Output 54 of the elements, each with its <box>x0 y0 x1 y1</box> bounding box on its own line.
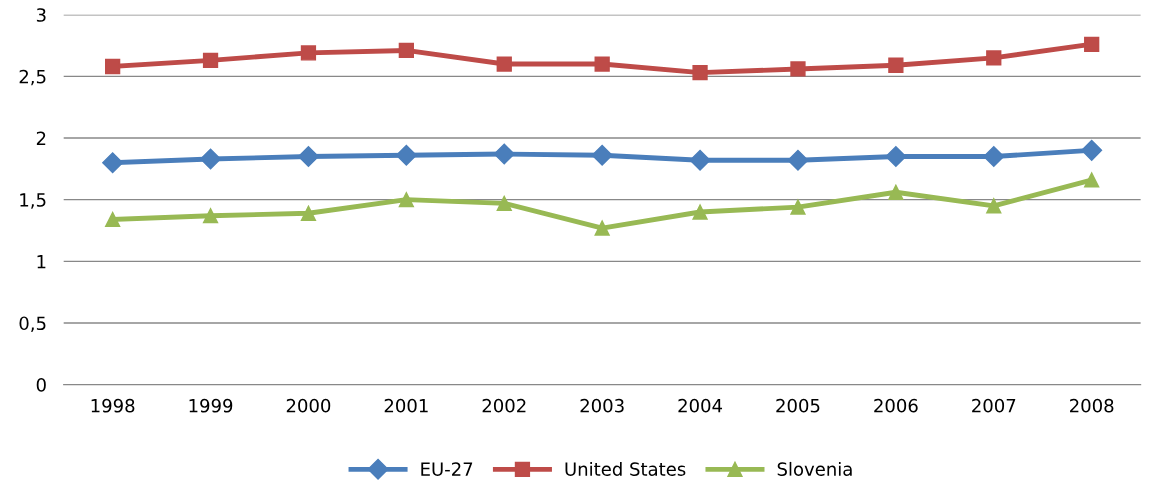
x-tick-label: 2005 <box>776 398 820 413</box>
point <box>398 192 414 208</box>
point <box>983 145 1005 168</box>
x-tick-label: 2008 <box>1070 398 1114 413</box>
y-tick-label: 2 <box>36 131 46 145</box>
x-tick-label: 2003 <box>580 398 624 413</box>
point <box>692 65 708 81</box>
point <box>888 57 904 73</box>
point <box>787 149 809 171</box>
y-tick-label: 1 <box>37 255 46 269</box>
point <box>790 61 806 77</box>
y-tick-label: 1,5 <box>20 193 46 209</box>
point <box>202 52 219 68</box>
y-tick-label: 2,5 <box>19 69 46 86</box>
point <box>1081 139 1103 161</box>
point <box>102 152 124 174</box>
point <box>297 145 319 168</box>
point <box>790 199 806 215</box>
legend-label: United States <box>565 461 686 476</box>
y-tick-label: 0,5 <box>19 316 46 332</box>
x-tick-label: 2002 <box>482 398 526 413</box>
x-tick-label: 2007 <box>972 398 1016 413</box>
x-tick-label: 1999 <box>189 398 233 413</box>
y-tick-label: 3 <box>36 8 46 22</box>
point <box>493 143 515 165</box>
point <box>1084 36 1100 52</box>
point <box>496 195 512 212</box>
point <box>105 211 121 228</box>
x-tick-label: 2006 <box>874 398 918 413</box>
point <box>200 148 222 170</box>
point <box>888 184 904 200</box>
legend-label: Slovenia <box>777 461 852 476</box>
y-tick-label: 0 <box>36 378 46 392</box>
point <box>692 204 708 220</box>
x-tick-label: 2004 <box>678 398 723 413</box>
point <box>105 58 121 75</box>
point <box>395 144 417 166</box>
point <box>594 56 610 72</box>
point <box>689 149 711 171</box>
point <box>986 198 1002 214</box>
point <box>398 42 414 59</box>
point <box>1084 172 1100 188</box>
point <box>300 45 317 61</box>
point <box>202 208 219 224</box>
point <box>885 145 907 168</box>
point <box>986 50 1002 66</box>
point <box>496 56 512 72</box>
point <box>591 144 613 166</box>
point <box>594 220 610 236</box>
x-tick-label: 1998 <box>91 398 135 413</box>
x-tick-label: 2001 <box>384 398 428 413</box>
legend-label: EU-27 <box>421 462 473 476</box>
x-tick-label: 2000 <box>286 398 331 413</box>
point <box>300 205 317 221</box>
